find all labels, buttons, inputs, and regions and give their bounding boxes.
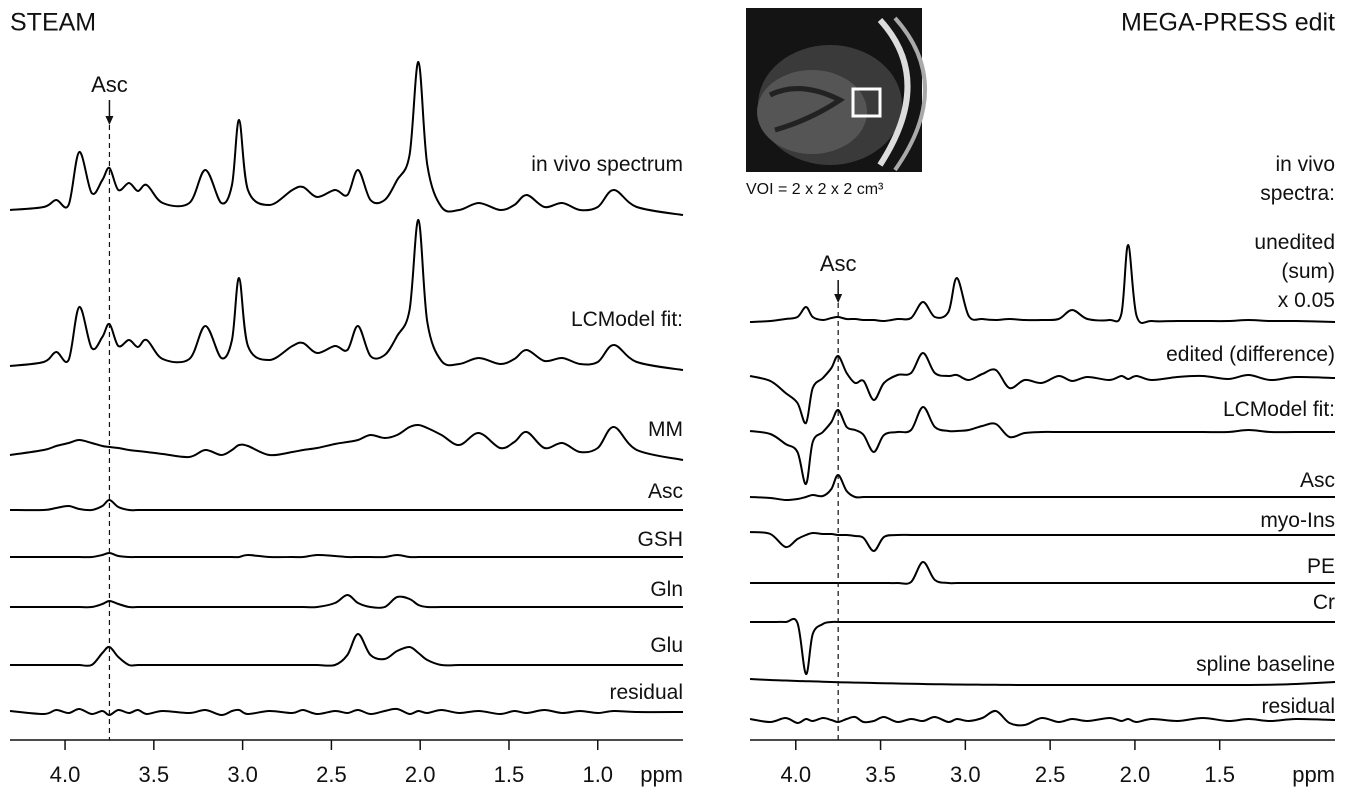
spectrum-line <box>9 707 684 716</box>
spectrum-line <box>749 709 1336 727</box>
inset-skull <box>877 17 911 167</box>
annotation-label: Asc <box>91 72 128 97</box>
series-label: Glu <box>650 634 683 657</box>
series-label: MM <box>648 418 683 441</box>
annotation-arrowhead <box>105 116 114 125</box>
spectrum-line <box>750 561 1335 585</box>
mri-inset <box>746 8 927 172</box>
annotation-arrowhead <box>834 294 843 303</box>
series-label: Gln <box>650 578 683 601</box>
series-label: residual <box>609 681 683 704</box>
x-tick-label: 1.5 <box>1204 762 1235 787</box>
series-label: Asc <box>1299 469 1335 492</box>
x-axis-label: ppm <box>640 762 683 787</box>
spectrum-line <box>9 60 684 216</box>
series-label: Asc <box>647 480 683 503</box>
series-label: Cr <box>1312 591 1335 614</box>
x-tick-label: 2.5 <box>316 762 347 787</box>
series-label: PE <box>1306 555 1335 578</box>
spectrum-line <box>749 352 1336 425</box>
series-label: LCModel fit: <box>1222 398 1335 421</box>
series-label: unedited (sum) x 0.05 <box>1254 231 1335 312</box>
x-tick-label: 4.0 <box>50 762 81 787</box>
series-label: residual <box>1261 695 1335 718</box>
series-label: GSH <box>637 528 683 551</box>
inset-ventricle <box>768 86 845 133</box>
x-tick-label: 3.5 <box>139 762 170 787</box>
series-label: myo-Ins <box>1260 509 1335 532</box>
series-label: spline baseline <box>1196 653 1335 676</box>
series-label: LCModel fit: <box>570 308 683 331</box>
chart-title: STEAM <box>10 9 96 37</box>
x-axis-label: ppm <box>1292 762 1335 787</box>
x-tick-label: 4.0 <box>780 762 811 787</box>
voi-box <box>851 87 882 118</box>
inset-caption: VOI = 2 x 2 x 2 cm³ <box>746 181 884 198</box>
x-tick-label: 1.5 <box>494 762 525 787</box>
inset-tissue <box>757 70 867 154</box>
chart-title: MEGA-PRESS edit <box>1121 9 1335 37</box>
x-tick-label: 3.0 <box>227 762 258 787</box>
spectrum-line <box>9 218 684 371</box>
spectrum-line <box>9 594 683 609</box>
spectrum-line <box>749 243 1336 324</box>
x-tick-label: 3.5 <box>865 762 896 787</box>
series-label: in vivo spectrum <box>531 153 683 176</box>
spectrum-line <box>749 406 1335 486</box>
spectrum-line <box>9 551 683 559</box>
spectrum-line <box>10 633 683 667</box>
series-label: edited (difference) <box>1166 343 1335 366</box>
group-label: in vivo spectra: <box>1260 153 1335 205</box>
inset-skull <box>893 16 927 172</box>
spectrum-line <box>750 617 1335 676</box>
x-tick-label: 1.0 <box>582 762 613 787</box>
spectrum-line <box>749 678 1336 687</box>
spectrum-line <box>749 531 1335 552</box>
spectrum-line <box>9 499 683 512</box>
spectrum-line <box>749 474 1336 502</box>
spectrum-line <box>9 423 684 461</box>
x-tick-label: 3.0 <box>950 762 981 787</box>
x-tick-label: 2.5 <box>1035 762 1066 787</box>
x-tick-label: 2.0 <box>405 762 436 787</box>
annotation-label: Asc <box>820 251 857 276</box>
x-tick-label: 2.0 <box>1120 762 1151 787</box>
